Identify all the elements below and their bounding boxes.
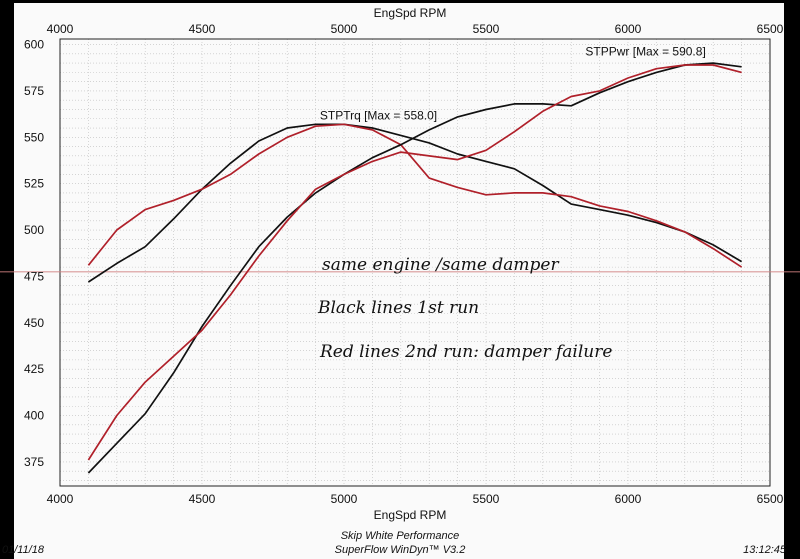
grid-lines <box>60 39 770 486</box>
y-tick-labels: 375 400 425 450 475 500 525 550 575 600 <box>24 38 44 469</box>
x-tick-label-bottom: 5500 <box>473 492 500 506</box>
y-tick-label: 425 <box>24 362 44 376</box>
y-tick-label: 575 <box>24 84 44 98</box>
y-tick-label: 450 <box>24 316 44 330</box>
footer-time: 13:12:45 <box>743 544 787 556</box>
x-tick-label-bottom: 6500 <box>757 492 784 506</box>
footer-software: SuperFlow WinDyn™ V3.2 <box>335 544 466 556</box>
note-red-lines-text: Red lines 2nd run: damper failure <box>319 342 612 362</box>
x-tick-label-bottom: 4000 <box>47 492 74 506</box>
x-tick-labels-top: 4000 4500 5000 5500 6000 6500 <box>47 22 784 36</box>
footer-date: 01/11/18 <box>2 544 45 556</box>
series-line-red-1 <box>87 123 743 268</box>
note-black-lines-text: Black lines 1st run <box>317 298 479 318</box>
y-tick-label: 600 <box>24 38 44 52</box>
series-line-red-3 <box>87 64 742 461</box>
y-tick-label: 375 <box>24 455 44 469</box>
note-red-lines: Red lines 2nd run: damper failure <box>319 342 612 362</box>
note-same-engine: same engine /same damper <box>322 255 559 275</box>
note-black-lines: Black lines 1st run <box>317 298 479 318</box>
x-tick-label-top: 4000 <box>47 22 74 36</box>
x-tick-label-top: 5500 <box>473 22 500 36</box>
x-tick-label-bottom: 5000 <box>331 492 358 506</box>
x-tick-labels-bottom: 4000 4500 5000 5500 6000 6500 <box>47 492 784 506</box>
x-tick-label-bottom: 4500 <box>189 492 216 506</box>
y-tick-label: 475 <box>24 269 44 283</box>
x-tick-label-top: 6500 <box>757 22 784 36</box>
power-max-annotation: STPPwr [Max = 590.8] <box>585 45 705 59</box>
x-axis-label-top: EngSpd RPM <box>374 6 447 20</box>
y-tick-label: 400 <box>24 409 44 423</box>
series-line-black-0 <box>87 123 743 283</box>
plot-frame <box>59 38 771 487</box>
x-tick-label-bottom: 6000 <box>615 492 642 506</box>
x-tick-label-top: 6000 <box>615 22 642 36</box>
x-axis-label-bottom: EngSpd RPM <box>374 508 447 522</box>
y-tick-label: 500 <box>24 223 44 237</box>
x-tick-label-top: 4500 <box>189 22 216 36</box>
y-tick-label: 525 <box>24 177 44 191</box>
torque-max-annotation: STPTrq [Max = 558.0] <box>320 109 437 123</box>
chart-paper <box>14 3 784 559</box>
y-tick-label: 550 <box>24 130 44 144</box>
series-group <box>87 62 743 474</box>
x-tick-label-top: 5000 <box>331 22 358 36</box>
footer-company: Skip White Performance <box>341 530 460 542</box>
